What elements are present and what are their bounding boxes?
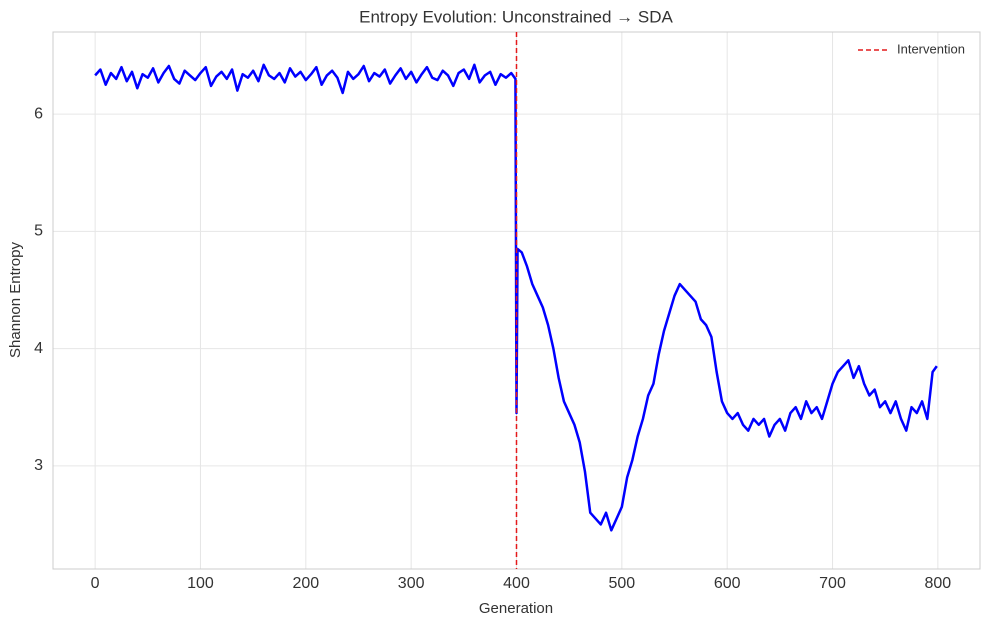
x-tick-label: 100 — [187, 575, 214, 592]
chart-title: Entropy Evolution: Unconstrained → SDA — [359, 7, 673, 26]
x-tick-label: 400 — [503, 575, 530, 592]
x-tick-label: 600 — [714, 575, 741, 592]
y-axis-label: Shannon Entropy — [7, 242, 24, 358]
data-line — [94, 63, 938, 532]
x-tick-label: 500 — [608, 575, 635, 592]
x-tick-label: 700 — [819, 575, 846, 592]
y-tick-label: 3 — [34, 457, 43, 474]
y-tick-label: 5 — [34, 223, 43, 240]
x-axis-label: Generation — [479, 600, 553, 617]
x-tick-label: 200 — [292, 575, 319, 592]
x-tick-label: 800 — [925, 575, 952, 592]
x-tick-label: 0 — [91, 575, 100, 592]
y-tick-label: 6 — [34, 105, 43, 122]
y-tick-label: 4 — [34, 340, 43, 357]
x-tick-label: 300 — [398, 575, 425, 592]
legend-label: Intervention — [897, 41, 965, 56]
